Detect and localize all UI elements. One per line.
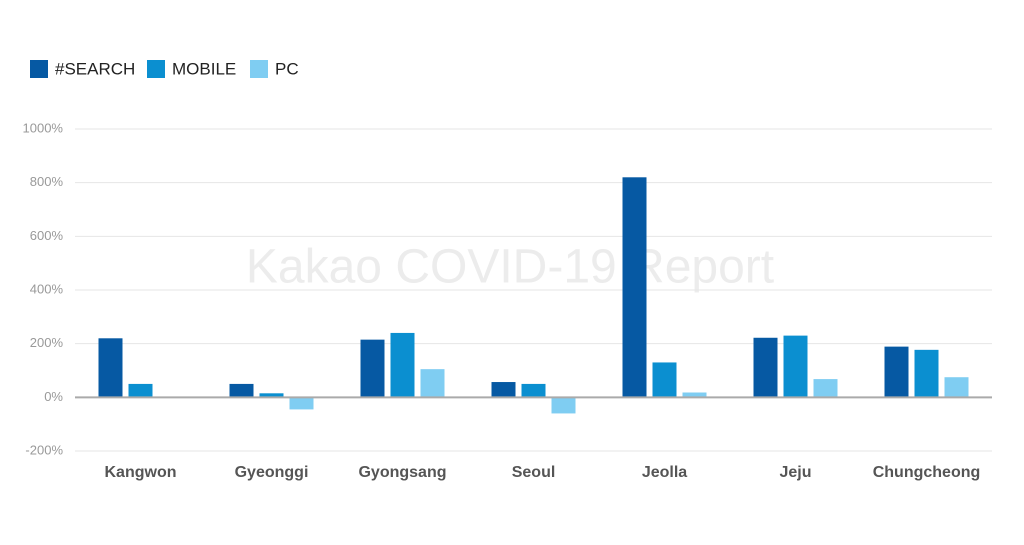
y-tick-label: 1000%: [23, 120, 64, 135]
bar: [652, 362, 677, 398]
bar: [551, 397, 576, 414]
bar: [98, 338, 123, 398]
x-tick-label: Kangwon: [105, 464, 177, 481]
x-tick-label: Jeolla: [642, 464, 687, 481]
bar: [914, 349, 939, 398]
bar: [682, 392, 707, 398]
bar: [128, 383, 153, 398]
y-tick-label: 0%: [44, 389, 63, 404]
bar: [420, 369, 445, 398]
y-tick-label: -200%: [25, 442, 63, 457]
watermark: Kakao COVID-19 Report: [246, 241, 774, 294]
x-tick-label: Seoul: [512, 464, 556, 481]
bar: [229, 383, 254, 398]
bar: [813, 379, 838, 398]
x-tick-label: Gyeonggi: [235, 464, 309, 481]
bar: [491, 382, 516, 398]
y-tick-label: 600%: [30, 228, 64, 243]
x-tick-label: Gyongsang: [358, 464, 446, 481]
bar: [360, 339, 385, 398]
bar: [944, 377, 969, 398]
legend-label: MOBILE: [172, 59, 236, 78]
y-tick-label: 800%: [30, 174, 64, 189]
legend-swatch: [250, 60, 268, 78]
bar: [390, 332, 415, 398]
y-tick-label: 400%: [30, 281, 64, 296]
bar: [622, 177, 647, 398]
legend-label: PC: [275, 59, 299, 78]
bar: [521, 383, 546, 398]
x-tick-label: Jeju: [779, 464, 811, 481]
legend-label: #SEARCH: [55, 59, 135, 78]
x-tick-label: Chungcheong: [873, 464, 981, 481]
bar: [783, 335, 808, 398]
y-tick-label: 200%: [30, 335, 64, 350]
bar: [884, 346, 909, 398]
bar: [259, 393, 284, 398]
legend-swatch: [30, 60, 48, 78]
legend-swatch: [147, 60, 165, 78]
bar: [289, 397, 314, 410]
bar: [753, 337, 778, 398]
